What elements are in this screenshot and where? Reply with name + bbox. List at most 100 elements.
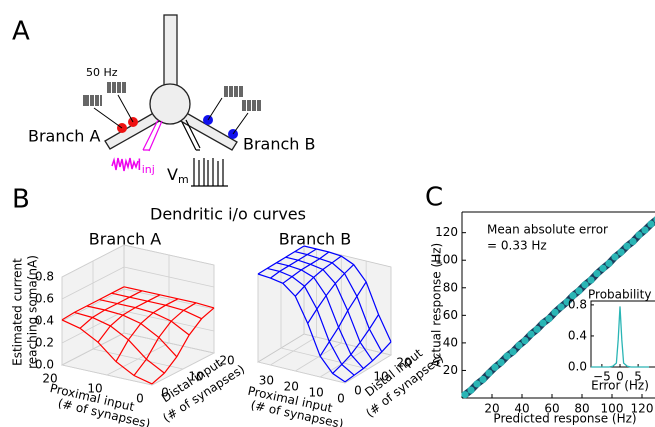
surface-wire xyxy=(111,292,202,320)
surface-wire xyxy=(319,281,367,357)
scatter-point xyxy=(617,248,625,256)
grid-line xyxy=(123,266,215,288)
voltage-subscript: m xyxy=(178,173,189,186)
z-tick-label: 0.6 xyxy=(35,292,54,306)
panel-label: C xyxy=(425,183,443,213)
scatter-point xyxy=(551,308,559,316)
y-tick-label: 80 xyxy=(443,280,458,294)
z-tick-label: 0.8 xyxy=(35,270,54,284)
chart-title: Branch A xyxy=(89,230,162,249)
scatter-point xyxy=(479,375,487,383)
y-tick-label: 0 xyxy=(161,386,169,400)
scatter-point xyxy=(557,303,565,311)
scatter-point xyxy=(569,292,577,300)
surface-wire xyxy=(123,286,215,309)
y-axis-label: Actual response (Hz) xyxy=(430,243,444,367)
surface-wire xyxy=(115,298,179,362)
branch-label: Branch A xyxy=(28,127,101,146)
scatter-point xyxy=(599,264,607,272)
scatter-point xyxy=(539,319,547,327)
annotation: = 0.33 Hz xyxy=(487,239,547,253)
surface-wire xyxy=(257,273,346,383)
scatter-point xyxy=(641,226,649,234)
surface-wire xyxy=(303,245,392,343)
x-axis-label: Error (Hz) xyxy=(591,379,649,393)
surface-wire xyxy=(133,302,197,376)
scatter-point xyxy=(563,298,571,306)
scatter-point xyxy=(461,391,469,399)
scatter-point xyxy=(497,358,505,367)
scatter-point xyxy=(605,259,613,267)
grid-line xyxy=(280,347,369,370)
surface-wire xyxy=(86,305,178,358)
scatter-point xyxy=(485,369,493,377)
surface-wire xyxy=(270,248,317,279)
x-tick-label: 10 xyxy=(87,382,102,396)
spike-raster xyxy=(242,100,261,111)
z-tick-label: 0.0 xyxy=(35,358,54,372)
x-tick-label: 100 xyxy=(601,402,624,416)
y-tick-label: 20 xyxy=(443,363,458,377)
surface-wire xyxy=(276,262,364,369)
x-tick-label: 5 xyxy=(634,370,642,384)
panel-label: B xyxy=(12,185,30,215)
rate-label: 50 Hz xyxy=(86,66,118,79)
surface-wire xyxy=(99,299,190,336)
x-tick-label: 20 xyxy=(42,372,57,386)
scatter-point xyxy=(611,253,619,261)
scatter-point xyxy=(515,341,523,349)
chart-title: Branch B xyxy=(279,230,352,249)
voltage-electrode xyxy=(181,119,201,151)
scatter-point xyxy=(509,348,517,356)
current-electrode xyxy=(142,119,163,152)
surface-wire xyxy=(151,307,215,385)
y-tick-label: 0.0 xyxy=(568,360,587,374)
surface-wire xyxy=(74,311,165,374)
current-subscript: inj xyxy=(142,163,155,176)
grid-line xyxy=(123,332,215,354)
surface-wire xyxy=(282,251,330,284)
surface-wire xyxy=(61,319,153,385)
grid-line xyxy=(61,266,125,300)
grid-line xyxy=(61,244,125,278)
x-tick-label: 0 xyxy=(136,392,144,406)
scatter-point xyxy=(473,380,481,388)
x-tick-label: 30 xyxy=(259,374,274,388)
panel-title: Dendritic i/o curves xyxy=(150,205,306,224)
surface-wire xyxy=(294,255,342,297)
surface-wire xyxy=(257,245,305,275)
scatter-point xyxy=(647,220,655,228)
z-tick-label: 0.4 xyxy=(35,314,54,328)
surface-wire xyxy=(285,256,374,362)
x-tick-label: 80 xyxy=(574,402,589,416)
soma xyxy=(149,83,191,125)
grid-line xyxy=(123,244,215,266)
y-tick-label: 120 xyxy=(435,225,458,239)
voltage-symbol: V xyxy=(167,165,178,184)
current-label: Iinj xyxy=(137,155,155,177)
grid-line xyxy=(61,288,125,322)
error-distribution xyxy=(591,306,649,368)
x-tick-label: 20 xyxy=(284,380,299,394)
current-trace xyxy=(111,157,139,172)
x-tick-label: −5 xyxy=(593,370,611,384)
branch-label: Branch B xyxy=(243,135,316,154)
y-tick-label: 0.4 xyxy=(568,328,587,342)
y-tick-label: 20 xyxy=(219,354,234,368)
scatter-point xyxy=(521,336,529,345)
scatter-point xyxy=(623,242,631,250)
x-tick-label: 120 xyxy=(631,402,654,416)
x-tick-label: 20 xyxy=(484,402,499,416)
scatter-point xyxy=(545,315,553,323)
spike-raster xyxy=(224,86,243,97)
voltage-label: Vm xyxy=(167,165,189,187)
neuron-diagram xyxy=(83,14,261,187)
surface-wire xyxy=(97,294,161,343)
surface-wire xyxy=(294,251,383,353)
surface-wire xyxy=(307,264,355,324)
panel-label: A xyxy=(12,17,30,47)
surface-wire xyxy=(267,267,355,376)
y-tick-label: 20 xyxy=(396,356,411,370)
x-tick-label: 60 xyxy=(544,402,559,416)
